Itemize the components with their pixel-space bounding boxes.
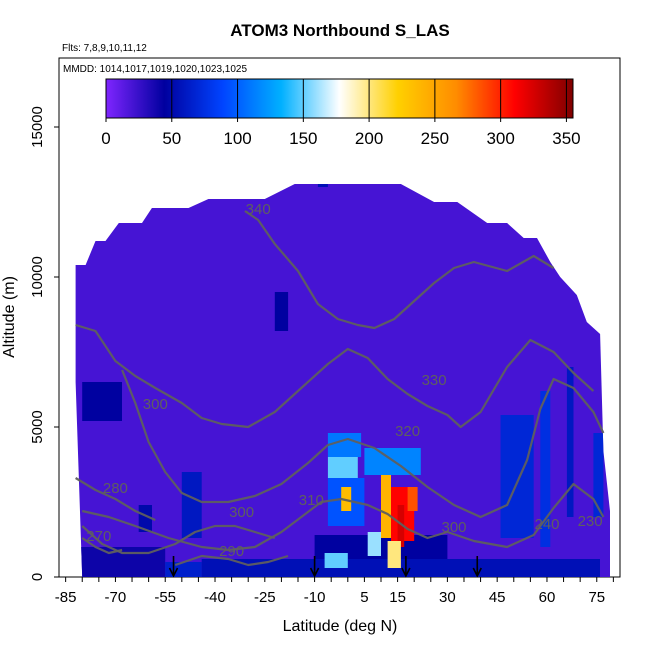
contour-line xyxy=(75,477,156,522)
contour-line xyxy=(81,537,123,555)
colorbar-tick-label: 0 xyxy=(101,129,110,148)
heatmap-cell xyxy=(82,382,122,421)
theta-contours xyxy=(75,210,605,567)
heatmap-cell xyxy=(317,184,328,187)
latitude-arrow-head xyxy=(472,567,482,578)
colorbar-tick-label: 100 xyxy=(223,129,251,148)
colorbar-tick-label: 300 xyxy=(486,129,514,148)
colorbar-ticks: 0 50 100 150 200 250 300 350 xyxy=(101,79,581,148)
latitude-arrows xyxy=(168,556,482,578)
chart-title: ATOM3 Northbound S_LAS xyxy=(230,21,449,40)
heatmap-cell xyxy=(327,457,358,478)
contour-label: 230 xyxy=(578,513,603,530)
contour-label: 300 xyxy=(143,396,168,413)
contour-label: 290 xyxy=(219,543,244,560)
latitude-arrow-head xyxy=(168,567,179,578)
heatmap-cell xyxy=(500,415,534,538)
colorbar-tick-label: 50 xyxy=(162,129,181,148)
heatmap-cell xyxy=(327,433,362,457)
x-axis-tick-label: 30 xyxy=(439,589,456,606)
contour-line xyxy=(75,323,595,429)
contour-label: 320 xyxy=(395,423,420,440)
x-axis-tick-label: 45 xyxy=(489,589,506,606)
heatmap-cell xyxy=(341,487,352,511)
y-axis-label: Altitude (m) xyxy=(1,276,18,358)
y-axis-tick-label: 5000 xyxy=(29,410,46,443)
chart-subtitle: Flts: 7,8,9,10,11,12 xyxy=(62,43,147,54)
colorbar-tick-label: 350 xyxy=(552,129,580,148)
heatmap-cell xyxy=(138,505,152,532)
contour-label: 340 xyxy=(246,201,271,218)
contour-label: 330 xyxy=(422,372,447,389)
contour-label: 280 xyxy=(103,480,128,497)
x-axis-tick-label: -10 xyxy=(304,589,326,606)
colorbar: MMDD: 1014,1017,1019,1020,1023,1025 0 50 1… xyxy=(61,60,581,148)
contour-line xyxy=(81,524,276,555)
contour-label: 300 xyxy=(441,519,466,536)
x-axis-tick-label: 15 xyxy=(389,589,406,606)
contour-line xyxy=(81,482,605,552)
heatmap-cell xyxy=(381,475,391,538)
x-axis-tick-label: 5 xyxy=(360,589,368,606)
colorbar-background xyxy=(61,60,261,75)
heatmap-cell xyxy=(367,532,381,556)
heatmap-cell xyxy=(566,367,574,517)
x-axis-tick-label: -70 xyxy=(105,589,127,606)
y-axis-tick-label: 10000 xyxy=(29,256,46,298)
colorbar-gradient-bar xyxy=(105,78,574,119)
contour-label: 270 xyxy=(86,528,111,545)
x-axis: -85 -70 -55 -40 -25 -10 5 15 30 45 60 75 xyxy=(55,577,614,606)
heatmap-cell xyxy=(540,391,551,547)
heatmap-cell xyxy=(407,487,418,511)
colorbar-tick-label: 200 xyxy=(355,129,383,148)
contour-label: 310 xyxy=(299,492,324,509)
y-axis-tick-label: 0 xyxy=(29,573,46,581)
contour-label: 300 xyxy=(229,504,254,521)
heatmap-cell xyxy=(324,553,348,568)
x-axis-tick-label: -85 xyxy=(55,589,77,606)
heatmap-cell xyxy=(181,472,202,538)
latitude-arrow-head xyxy=(401,567,411,578)
contour-labels: 340 330 320 310 300 290 280 270 300 300 240 230 xyxy=(86,201,602,560)
y-axis-tick-label: 15000 xyxy=(29,106,46,148)
y-axis: 0 5000 10000 15000 xyxy=(29,106,59,581)
x-axis-tick-label: -25 xyxy=(254,589,276,606)
contour-line xyxy=(121,369,605,519)
x-axis-tick-label: 75 xyxy=(588,589,605,606)
contour-label: 240 xyxy=(534,516,559,533)
heatmap-cell xyxy=(387,541,401,568)
colorbar-tick-label: 250 xyxy=(421,129,449,148)
x-axis-label: Latitude (deg N) xyxy=(283,618,398,635)
mmdd-label: MMDD: 1014,1017,1019,1020,1023,1025 xyxy=(63,64,247,75)
contour-line xyxy=(244,210,555,330)
latitude-arrow-head xyxy=(309,567,320,578)
colorbar-tick-label: 150 xyxy=(289,129,317,148)
x-axis-tick-label: -40 xyxy=(204,589,226,606)
heatmap-cell xyxy=(593,433,604,517)
heatmap-cell xyxy=(397,505,405,547)
x-axis-tick-label: 60 xyxy=(539,589,556,606)
x-axis-tick-label: -55 xyxy=(154,589,176,606)
contour-line xyxy=(174,554,289,567)
heatmap-cell xyxy=(274,292,289,331)
